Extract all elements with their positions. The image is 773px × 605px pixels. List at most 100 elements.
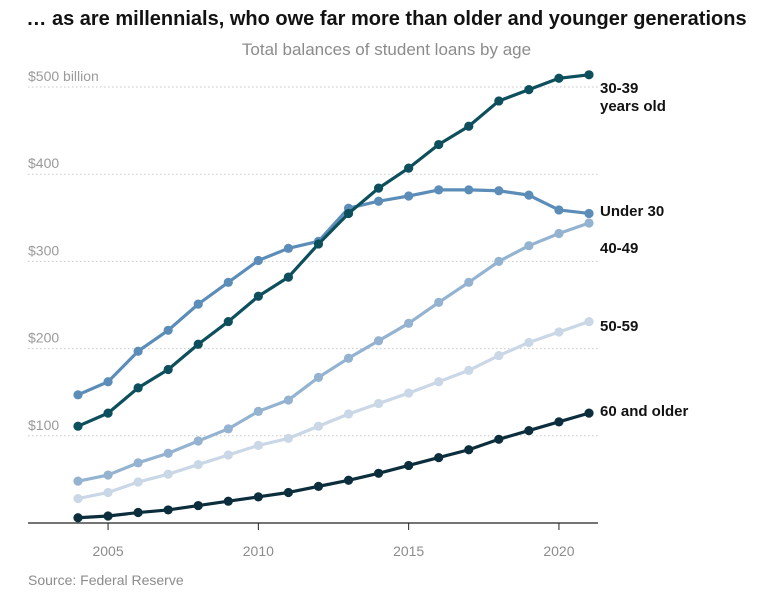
data-point [163,325,173,335]
series-line [77,73,590,428]
series-30-39-years-old [73,70,594,431]
data-point [464,277,474,287]
data-point [103,408,113,418]
data-point [494,350,504,361]
data-point [404,388,414,398]
data-point [313,372,324,382]
data-point [524,241,534,251]
data-point [524,337,534,348]
data-point [193,459,203,470]
y-axis-ticks: $100 $200 $300 $400 $500 billion [28,68,99,433]
data-point [584,408,594,418]
chart-title: … as are millennials, who owe far more t… [26,8,747,30]
data-point [313,239,324,249]
data-point [373,398,384,409]
series-50-59 [73,316,594,504]
series-label: 40-49 [600,240,638,257]
series-label: 60 and older [600,403,689,420]
series-60-and-older [73,408,594,523]
gridlines [28,86,598,437]
series-label: years old [600,98,666,115]
data-point [163,505,173,515]
data-point [103,511,113,521]
data-point [343,353,354,363]
data-point [584,208,594,219]
data-point [554,417,564,427]
data-point [554,205,564,215]
y-tick-label: $200 [28,330,59,346]
series-40-49 [73,218,594,486]
source-note: Source: Federal Reserve [28,572,184,588]
data-point [193,436,203,446]
data-point [494,434,504,444]
data-point [193,500,203,511]
data-point [584,218,594,228]
x-tick-label: 2020 [543,543,574,559]
data-point [373,196,384,206]
data-point [524,190,534,200]
data-point [163,469,173,479]
chart-subtitle: Total balances of student loans by age [241,40,532,59]
data-point [223,277,233,287]
data-point [313,481,324,491]
data-point [373,183,384,193]
data-point [343,475,354,485]
data-point [373,468,384,478]
data-point [253,255,263,266]
series-under-30 [73,185,594,400]
data-point [133,383,143,393]
series-line [77,188,590,397]
data-point [103,377,113,387]
data-point [434,377,444,387]
x-axis-ticks: 2005 2010 2015 2020 [92,523,575,559]
data-point [283,272,294,282]
series-line [77,411,590,520]
data-point [494,186,504,196]
data-point [223,450,233,460]
data-point [434,297,444,307]
series-label: 30-39 [600,80,638,97]
y-tick-label: $300 [28,242,59,258]
data-point [253,440,263,450]
y-tick-label: $400 [28,155,59,171]
data-point [223,496,233,506]
data-point [103,470,113,480]
data-point [193,339,203,349]
data-point [73,513,83,523]
series-label: Under 30 [600,203,664,220]
data-point [73,390,83,400]
data-point [434,139,444,150]
data-point [434,185,444,195]
series-label: 50-59 [600,318,638,335]
data-point [494,256,504,266]
data-point [163,364,173,375]
data-point [283,243,294,253]
data-point [404,163,414,173]
data-point [434,453,444,463]
data-point [554,228,564,239]
data-point [404,460,414,471]
data-point [133,477,143,487]
data-point [133,346,143,356]
data-point [283,433,294,444]
y-tick-label: $100 [28,417,59,433]
data-point [223,316,233,327]
data-point [584,316,594,327]
data-point [494,96,504,106]
data-point [524,85,534,95]
series-line [77,221,590,483]
data-point [133,458,143,468]
data-point [464,121,474,131]
x-tick-label: 2005 [92,543,123,559]
data-point [73,421,83,431]
data-point [283,487,294,498]
data-point [253,406,263,416]
data-point [133,507,143,518]
data-point [554,73,564,83]
data-point [283,395,294,405]
data-point [223,424,233,434]
data-point [554,327,564,337]
y-tick-label: $500 billion [28,68,99,84]
data-point [404,191,414,201]
data-point [343,208,354,219]
